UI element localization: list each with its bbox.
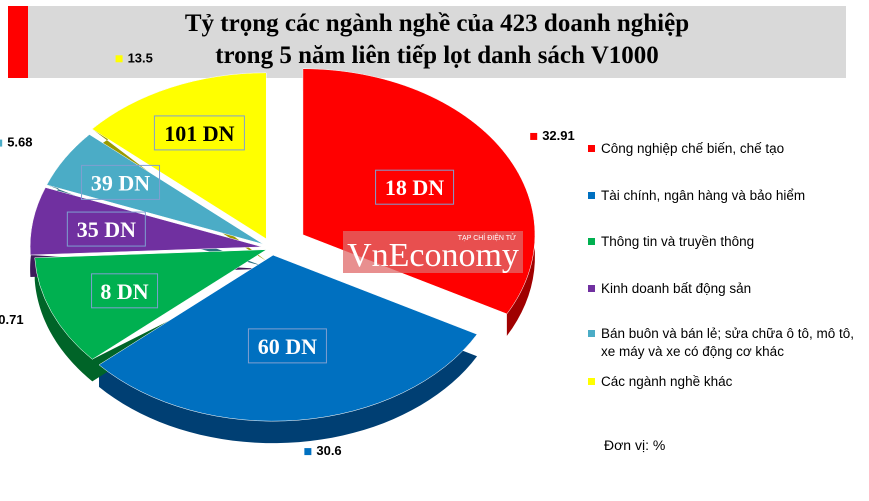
pie-slice-other <box>91 72 267 240</box>
slice-label-wholesale-retail: 39 DN <box>91 170 150 195</box>
slice-label-box-wholesale-retail <box>81 164 161 200</box>
value-label-finance: 30.6 <box>316 443 341 458</box>
value-marker-wholesale-retail <box>0 139 3 147</box>
watermark-small-text: TẠP CHÍ ĐIỆN TỬ <box>458 233 516 242</box>
legend-label: Các ngành nghề khác <box>601 374 733 389</box>
slice-label-ict: 8 DN <box>100 279 148 304</box>
legend-swatch <box>588 192 595 199</box>
pie-slice-real-estate <box>29 187 263 256</box>
legend-item-wholesale-retail: Bán buôn và bán lẻ; sửa chữa ô tô, mô tô… <box>588 325 856 361</box>
legend-item-manufacturing: Công nghiệp chế biến, chế tạo <box>588 140 861 158</box>
legend-swatch <box>588 378 595 385</box>
value-marker-finance <box>304 448 312 456</box>
slice-label-real-estate: 35 DN <box>77 217 136 242</box>
legend-label: Tài chính, ngân hàng và bảo hiểm <box>601 188 806 203</box>
value-label-wholesale-retail: 5.68 <box>7 135 32 150</box>
chart-title-line-1: Tỷ trọng các ngành nghề của 423 doanh ng… <box>184 10 690 37</box>
legend-label: Kinh doanh bất động sản <box>601 281 752 296</box>
slice-label-box-ict <box>91 273 159 309</box>
legend-item-other: Các ngành nghề khác <box>588 373 861 391</box>
slice-label-other: 101 DN <box>164 121 234 146</box>
legend-swatch <box>588 145 595 152</box>
legend-item-real-estate: Kinh doanh bất động sản <box>588 280 861 298</box>
value-label-ict: 10.71 <box>0 312 24 327</box>
value-marker-other <box>115 55 123 63</box>
legend-label: Thông tin và truyền thông <box>601 234 755 249</box>
legend-item-ict: Thông tin và truyền thông <box>588 233 861 251</box>
slice-label-box-real-estate <box>66 211 146 247</box>
value-marker-manufacturing <box>530 132 538 140</box>
legend-swatch <box>588 238 595 245</box>
unit-label: Đơn vị: % <box>604 437 666 453</box>
pie-slice-finance <box>98 254 478 422</box>
pie-slice-ict <box>34 249 268 360</box>
legend-swatch <box>588 285 595 292</box>
title-bar <box>8 6 846 78</box>
value-label-other: 13.5 <box>128 50 153 65</box>
slice-label-box-manufacturing <box>375 169 455 205</box>
slice-label-box-other <box>153 115 245 151</box>
legend-label: Bán buôn và bán lẻ; sửa chữa ô tô, mô tô… <box>601 326 854 359</box>
slice-label-box-finance <box>247 328 327 364</box>
legend-label: Công nghiệp chế biến, chế tạo <box>601 141 785 156</box>
pie-labels: 18 DN 60 DN 8 DN 35 DN 39 DN 101 DN 32.91 30.6 1… <box>0 50 575 458</box>
slice-label-finance: 60 DN <box>258 334 317 359</box>
slice-label-manufacturing: 18 DN <box>385 175 444 200</box>
legend-item-finance: Tài chính, ngân hàng và bảo hiểm <box>588 187 861 205</box>
pie-slice-wholesale-retail <box>46 134 264 245</box>
title-accent <box>8 6 28 78</box>
watermark: TẠP CHÍ ĐIỆN TỬ VnEconomy <box>343 231 523 274</box>
watermark-text: VnEconomy <box>347 237 519 274</box>
legend-swatch <box>588 330 595 337</box>
value-label-manufacturing: 32.91 <box>542 128 575 143</box>
chart-title-line-2: trong 5 năm liên tiếp lọt danh sách V100… <box>215 42 659 69</box>
